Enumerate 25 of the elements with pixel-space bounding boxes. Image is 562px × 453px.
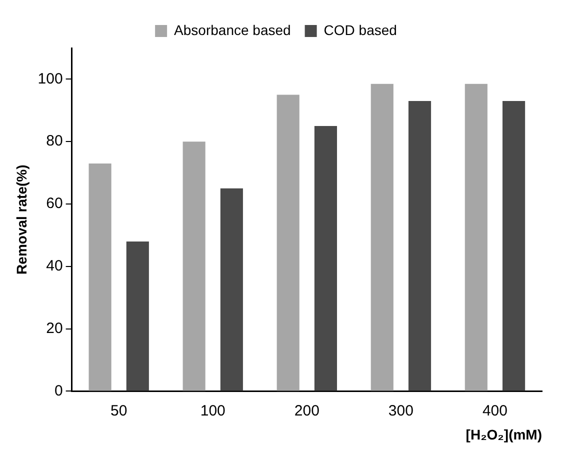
x-tick-label: 100 xyxy=(200,402,226,420)
y-tick-label: 40 xyxy=(46,258,63,275)
legend-label: COD based xyxy=(324,22,397,38)
bar xyxy=(182,142,206,391)
bar xyxy=(314,126,338,391)
x-axis-title: [H₂O₂](mM) xyxy=(466,426,542,442)
bar xyxy=(126,241,149,391)
y-axis-title: Removal rate(%) xyxy=(13,164,30,274)
y-tick-label: 20 xyxy=(46,320,63,337)
bar xyxy=(502,101,526,391)
bar xyxy=(408,101,432,391)
x-tick-label: 300 xyxy=(388,402,414,420)
x-tick-label: 200 xyxy=(294,402,320,420)
y-tick-label: 60 xyxy=(46,195,63,212)
y-tick-label: 0 xyxy=(54,382,63,400)
legend-label: Absorbance based xyxy=(174,22,291,38)
bar xyxy=(88,163,112,391)
x-tick-label: 400 xyxy=(482,402,508,420)
x-tick-label: 50 xyxy=(110,402,128,420)
bar xyxy=(464,84,488,391)
bar xyxy=(220,188,243,391)
y-tick-label: 80 xyxy=(46,132,63,150)
bar xyxy=(276,94,300,391)
y-tick-label: 100 xyxy=(38,70,63,88)
bar xyxy=(370,84,394,391)
